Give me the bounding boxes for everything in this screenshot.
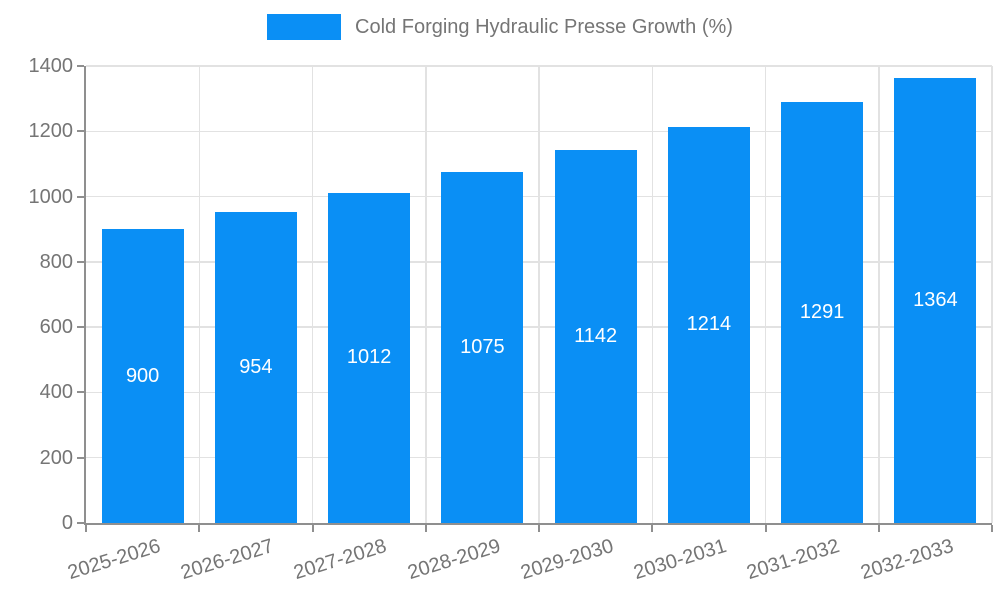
x-axis-line: [84, 523, 992, 525]
y-tick-label: 0: [61, 512, 73, 534]
x-tick: [651, 525, 654, 532]
x-tick-label: 2029-2030: [518, 535, 617, 585]
y-tick-label: 800: [39, 250, 73, 273]
y-tick-label: 1200: [28, 120, 74, 143]
bar-value-label: 1012: [346, 346, 392, 369]
x-tick: [877, 525, 880, 532]
y-tick: [77, 195, 84, 198]
bar: 1012: [328, 192, 411, 523]
x-tick: [198, 525, 201, 532]
vertical-gridline: [311, 66, 314, 523]
bar-value-label: 954: [239, 355, 273, 378]
y-tick: [77, 65, 84, 67]
x-tick: [764, 525, 767, 532]
y-tick: [77, 391, 84, 394]
y-axis-line: [84, 66, 86, 525]
bar: 1142: [554, 150, 637, 523]
x-tick-label: 2026-2027: [178, 535, 277, 585]
x-tick-label: 2031-2032: [744, 535, 843, 585]
bar-value-label: 1075: [460, 336, 505, 359]
chart-legend: Cold Forging Hydraulic Presse Growth (%): [0, 14, 1000, 40]
y-tick: [77, 456, 84, 459]
vertical-gridline: [538, 66, 540, 523]
x-tick-label: 2027-2028: [291, 535, 390, 585]
x-tick: [311, 525, 314, 532]
bar: 1291: [781, 101, 864, 523]
y-tick-label: 1400: [28, 55, 74, 77]
vertical-gridline: [764, 66, 767, 523]
x-tick: [991, 525, 993, 532]
bar-value-label: 1214: [686, 313, 732, 336]
y-tick: [77, 522, 84, 524]
vertical-gridline: [425, 66, 427, 523]
legend-label: Cold Forging Hydraulic Presse Growth (%): [355, 15, 733, 38]
y-tick-label: 600: [39, 316, 73, 339]
y-tick-label: 1000: [28, 185, 74, 208]
y-tick-label: 400: [39, 381, 73, 404]
legend-swatch-icon: [267, 14, 342, 40]
x-tick-label: 2025-2026: [65, 535, 164, 585]
bar-value-label: 1364: [913, 288, 958, 311]
vertical-gridline: [198, 66, 200, 523]
vertical-gridline: [878, 66, 880, 523]
y-tick: [77, 326, 84, 329]
bar: 1075: [441, 172, 524, 523]
y-tick-label: 200: [39, 446, 73, 469]
bar-value-label: 900: [125, 364, 160, 387]
x-tick: [424, 525, 427, 532]
y-tick: [77, 260, 84, 263]
bar: 1364: [894, 77, 977, 523]
bar: 954: [214, 211, 297, 523]
bar: 1214: [667, 126, 750, 523]
bar-value-label: 1142: [574, 325, 618, 348]
vertical-gridline: [991, 66, 993, 523]
x-tick-label: 2028-2029: [404, 535, 503, 585]
bar-value-label: 1291: [799, 300, 845, 323]
bar: 900: [101, 229, 184, 523]
y-tick: [77, 130, 84, 133]
x-tick: [85, 525, 87, 532]
x-tick-label: 2032-2033: [857, 535, 956, 585]
x-tick: [538, 525, 540, 532]
vertical-gridline: [651, 66, 653, 523]
x-tick-label: 2030-2031: [631, 535, 730, 585]
